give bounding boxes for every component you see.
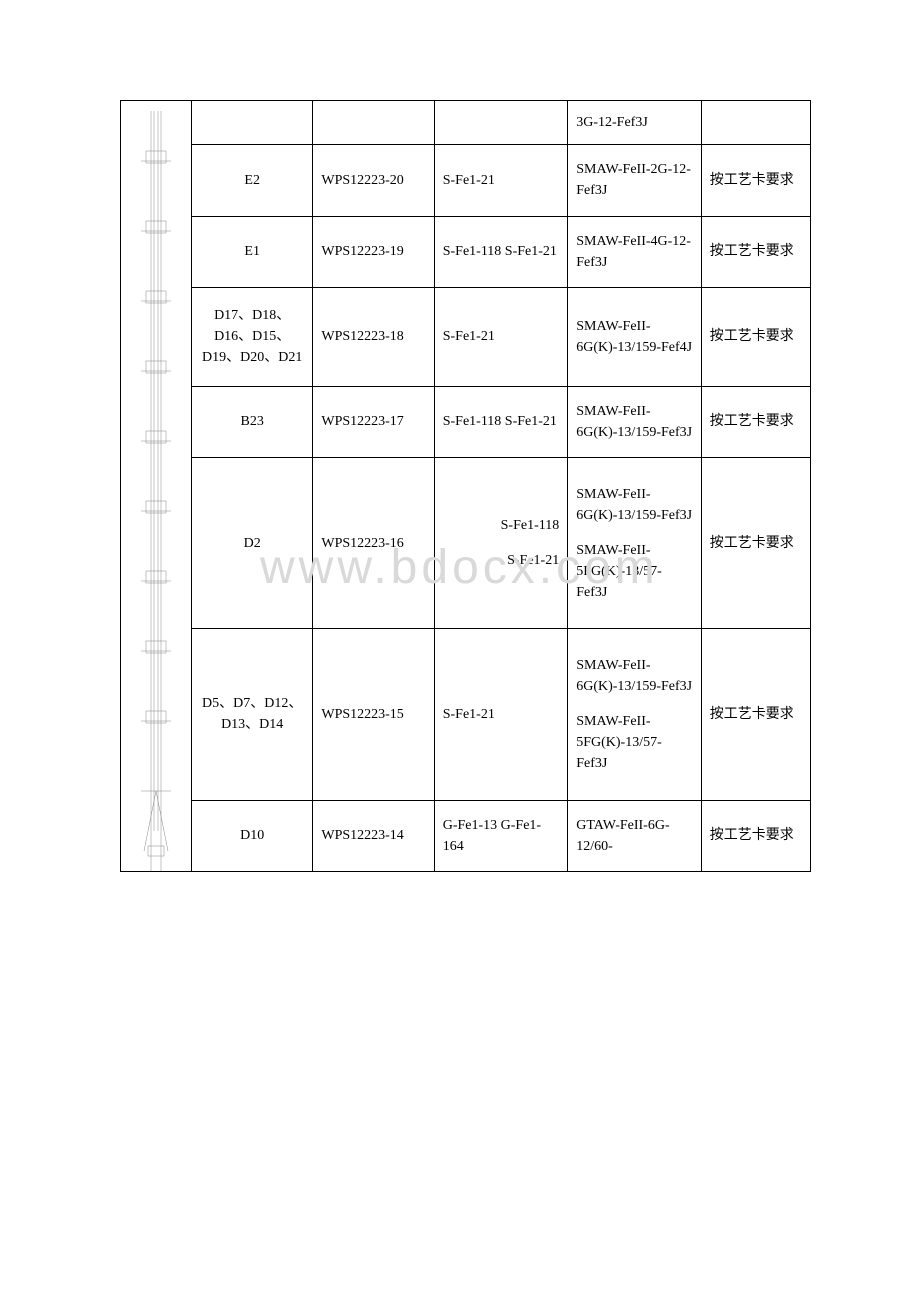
cell-code: GTAW-FeII-6G-12/60- (568, 800, 702, 871)
cell-spec: S-Fe1-21 (434, 629, 568, 800)
table-row: D17、D18、D16、D15、D19、D20、D21 WPS12223-18 … (192, 287, 811, 386)
cell-code: SMAW-FeII-6G(K)-13/159-Fef3J (568, 386, 702, 457)
cell-wps (313, 101, 434, 145)
cell-note: 按工艺卡要求 (701, 457, 810, 628)
cell-spec (434, 101, 568, 145)
cell-note: 按工艺卡要求 (701, 800, 810, 871)
cell-code: 3G-12-Fef3J (568, 101, 702, 145)
cell-wps: WPS12223-19 (313, 216, 434, 287)
table-row: D2 WPS12223-16 S-Fe1-118 S-Fe1-21 SMAW-F… (192, 457, 811, 628)
cell-id (192, 101, 313, 145)
cell-wps: WPS12223-14 (313, 800, 434, 871)
cell-spec: G-Fe1-13 G-Fe1-164 (434, 800, 568, 871)
cell-note: 按工艺卡要求 (701, 145, 810, 216)
cell-id: E2 (192, 145, 313, 216)
cell-spec: S-Fe1-118 S-Fe1-21 (434, 457, 568, 628)
spec-b: S-Fe1-21 (443, 550, 560, 571)
cell-wps: WPS12223-18 (313, 287, 434, 386)
cell-id: D17、D18、D16、D15、D19、D20、D21 (192, 287, 313, 386)
cell-spec: S-Fe1-118 S-Fe1-21 (434, 386, 568, 457)
cell-id: D2 (192, 457, 313, 628)
code-b: SMAW-FeII-5FG(K)-13/57-Fef3J (576, 711, 693, 774)
cell-wps: WPS12223-17 (313, 386, 434, 457)
cell-note (701, 101, 810, 145)
cell-note: 按工艺卡要求 (701, 287, 810, 386)
code-a: SMAW-FeII-6G(K)-13/159-Fef3J (576, 655, 693, 697)
cell-code: SMAW-FeII-2G-12-Fef3J (568, 145, 702, 216)
cell-wps: WPS12223-15 (313, 629, 434, 800)
cell-note: 按工艺卡要求 (701, 216, 810, 287)
code-a: SMAW-FeII-6G(K)-13/159-Fef3J (576, 484, 693, 526)
cell-id: E1 (192, 216, 313, 287)
technical-diagram (136, 111, 176, 871)
spec-a: S-Fe1-118 (443, 515, 560, 536)
table-row: E2 WPS12223-20 S-Fe1-21 SMAW-FeII-2G-12-… (192, 145, 811, 216)
code-b: SMAW-FeII-5FG(K)-13/57-Fef3J (576, 540, 693, 603)
spec-table: 3G-12-Fef3J E2 WPS12223-20 S-Fe1-21 SMAW… (191, 100, 811, 872)
table-row: D5、D7、D12、D13、D14 WPS12223-15 S-Fe1-21 S… (192, 629, 811, 800)
table-row: 3G-12-Fef3J (192, 101, 811, 145)
cell-spec: S-Fe1-21 (434, 145, 568, 216)
cell-spec: S-Fe1-21 (434, 287, 568, 386)
table-row: B23 WPS12223-17 S-Fe1-118 S-Fe1-21 SMAW-… (192, 386, 811, 457)
cell-wps: WPS12223-16 (313, 457, 434, 628)
cell-code: SMAW-FeII-6G(K)-13/159-Fef3J SMAW-FeII-5… (568, 457, 702, 628)
cell-code: SMAW-FeII-6G(K)-13/159-Fef4J (568, 287, 702, 386)
table-row: D10 WPS12223-14 G-Fe1-13 G-Fe1-164 GTAW-… (192, 800, 811, 871)
diagram-column (120, 100, 191, 872)
cell-code: SMAW-FeII-4G-12-Fef3J (568, 216, 702, 287)
cell-note: 按工艺卡要求 (701, 386, 810, 457)
cell-spec: S-Fe1-118 S-Fe1-21 (434, 216, 568, 287)
cell-id: D10 (192, 800, 313, 871)
document-page: 3G-12-Fef3J E2 WPS12223-20 S-Fe1-21 SMAW… (0, 0, 920, 912)
cell-id: B23 (192, 386, 313, 457)
cell-code: SMAW-FeII-6G(K)-13/159-Fef3J SMAW-FeII-5… (568, 629, 702, 800)
cell-note: 按工艺卡要求 (701, 629, 810, 800)
cell-id: D5、D7、D12、D13、D14 (192, 629, 313, 800)
table-row: E1 WPS12223-19 S-Fe1-118 S-Fe1-21 SMAW-F… (192, 216, 811, 287)
cell-wps: WPS12223-20 (313, 145, 434, 216)
